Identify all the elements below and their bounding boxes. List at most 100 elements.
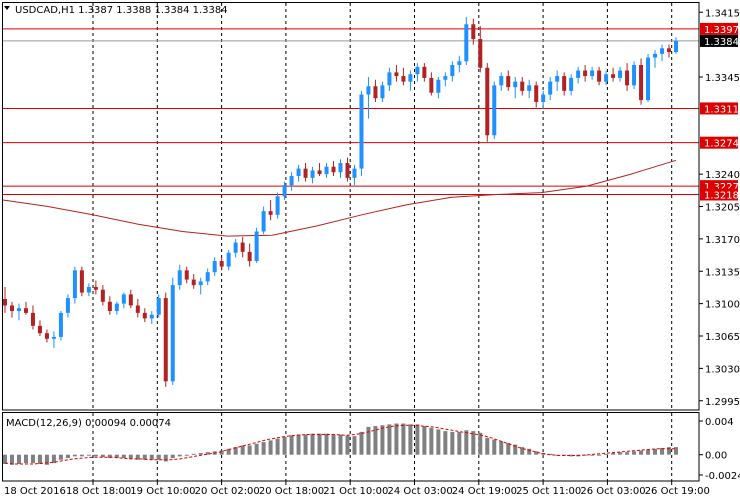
macd-bar: [597, 454, 602, 456]
ma-line: [2, 159, 677, 237]
candle-body: [65, 298, 70, 313]
macd-bar: [464, 430, 469, 455]
price-tick-label: 1.2995: [705, 397, 740, 408]
macd-bar: [387, 424, 392, 455]
dropdown-triangle-icon[interactable]: [4, 6, 10, 10]
time-tick-label: 24 Oct 19:00: [452, 486, 517, 497]
price-axis: 1.3415 1.3345 1.3240 1.3205 1.3170 1.3135 1.31…: [699, 8, 740, 482]
candle-body: [163, 298, 168, 382]
price-tick-label: 1.3170: [705, 235, 740, 246]
macd-bar: [177, 454, 182, 457]
macd-bar: [226, 448, 231, 455]
candle-body: [653, 53, 658, 58]
candle-body: [576, 70, 581, 78]
macd-bar: [618, 452, 623, 455]
candle-body: [506, 76, 511, 88]
macd-bar: [114, 454, 119, 459]
candle-body: [268, 211, 273, 215]
price-tick-label: 1.3345: [705, 73, 740, 84]
candle-body: [499, 76, 504, 86]
candle-body: [212, 261, 217, 273]
candle-body: [520, 81, 525, 91]
macd-bar: [72, 454, 77, 457]
candle-body: [240, 242, 245, 252]
time-tick-label: 21 Oct 10:00: [323, 486, 388, 497]
candle-body: [359, 94, 364, 169]
macd-bar: [282, 437, 287, 455]
macd-bar: [310, 433, 315, 455]
candle-body: [639, 64, 644, 101]
time-tick-label: 18 Oct 2016: [4, 486, 66, 497]
candle-body: [464, 24, 469, 62]
candle-body: [471, 24, 476, 40]
candle-body: [394, 72, 399, 77]
price-tick-label: 1.3030: [705, 364, 740, 375]
macd-bar: [30, 454, 35, 464]
candle-body: [254, 231, 259, 262]
macd-bar: [534, 451, 539, 455]
level-tag-label: 1.3227: [704, 182, 739, 193]
macd-bar: [247, 445, 252, 455]
macd-bar: [380, 425, 385, 455]
current-price-tag: [700, 34, 738, 47]
macd-bar: [471, 431, 476, 455]
candle-body: [135, 305, 140, 313]
candle-body: [93, 286, 98, 290]
candle-body: [184, 270, 189, 280]
macd-bar: [79, 454, 84, 457]
candle-body: [79, 270, 84, 293]
time-tick-label: 24 Oct 03:00: [388, 486, 453, 497]
price-pane-frame: [2, 2, 700, 411]
candle-body: [611, 74, 616, 78]
candle-body: [527, 85, 532, 91]
candle-body: [562, 76, 567, 91]
level-tag-label: 1.3397: [704, 25, 739, 36]
macd-bar: [492, 439, 497, 455]
candle-body: [590, 70, 595, 77]
level-tag: [700, 136, 738, 149]
candle-body: [366, 86, 371, 95]
candle-body: [534, 85, 539, 102]
symbol-info: USDCAD,H1 1.3387 1.3388 1.3384 1.3384: [15, 5, 228, 16]
vertical-grid: [92, 3, 673, 481]
macd-bar: [128, 454, 133, 459]
candle-body: [625, 70, 630, 86]
macd-bar: [408, 424, 413, 455]
candle-body: [667, 48, 672, 53]
level-tag-label: 1.3218: [704, 190, 739, 201]
candle-body: [23, 308, 28, 313]
macd-bar: [254, 443, 259, 455]
macd-bar: [205, 452, 210, 455]
candle-body: [58, 312, 63, 337]
candle-body: [415, 66, 420, 75]
candle-body: [100, 289, 105, 302]
time-tick-label: 26 Oct 03:00: [580, 486, 645, 497]
price-tick-label: 1.3065: [705, 332, 740, 343]
candle-body: [632, 64, 637, 86]
horizontal-levels[interactable]: [3, 28, 699, 195]
macd-bar: [3, 454, 7, 464]
macd-bar: [184, 454, 189, 456]
candle-body: [485, 67, 490, 136]
macd-bar: [65, 454, 70, 459]
candle-body: [513, 81, 518, 88]
macd-bar: [100, 454, 105, 458]
macd-bar: [443, 431, 448, 455]
macd-bar: [16, 454, 21, 464]
macd-bar: [44, 454, 49, 465]
price-tick-label: 1.3240: [705, 170, 740, 181]
macd-bar: [352, 436, 357, 455]
candle-body: [177, 270, 182, 286]
candle-body: [86, 286, 91, 293]
candle-body: [51, 336, 56, 339]
macd-bar: [86, 454, 91, 456]
time-axis: 18 Oct 2016 18 Oct 18:00 19 Oct 10:00 20 Oc…: [4, 481, 710, 497]
candle-body: [282, 185, 287, 197]
candle-body: [275, 196, 280, 215]
macd-bar: [163, 454, 168, 462]
macd-bar: [289, 435, 294, 455]
macd-bar: [485, 437, 490, 455]
candle-body: [149, 314, 154, 319]
